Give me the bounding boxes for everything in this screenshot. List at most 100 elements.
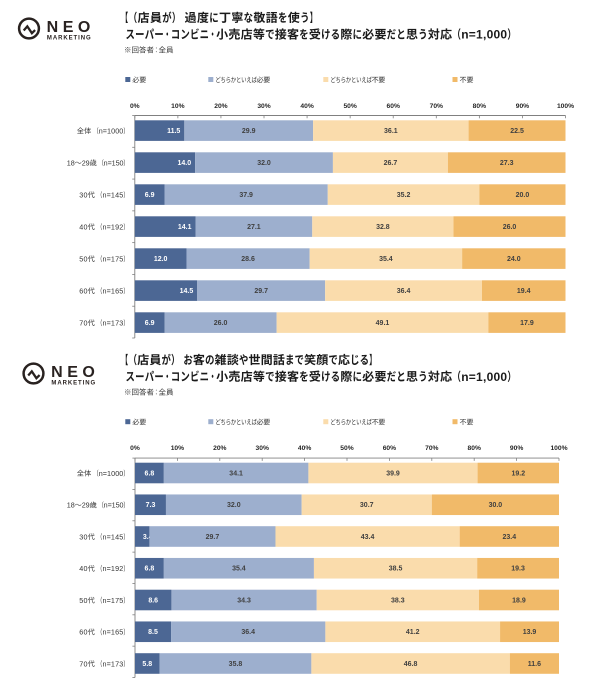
svg-text:20%: 20% [213,445,226,452]
svg-text:n=145: n=145 [102,190,123,199]
svg-text:34.1: 34.1 [229,470,243,477]
svg-text:6.9: 6.9 [145,192,155,199]
svg-text:13.9: 13.9 [523,629,537,636]
svg-text:28.6: 28.6 [241,256,255,263]
svg-text:20.0: 20.0 [516,192,530,199]
svg-text:23.4: 23.4 [503,534,517,541]
svg-text:38.5: 38.5 [389,566,403,573]
svg-text:50: 50 [79,596,87,605]
svg-text:35.4: 35.4 [379,256,393,263]
svg-text:19.2: 19.2 [511,470,525,477]
svg-text:29: 29 [82,501,90,510]
svg-text:40%: 40% [298,445,311,452]
svg-text:32.0: 32.0 [227,502,241,509]
svg-text:n=173: n=173 [102,659,123,668]
svg-text:70: 70 [79,659,87,668]
svg-text:30: 30 [79,190,87,199]
svg-text:18.9: 18.9 [512,597,526,604]
svg-text:80%: 80% [468,445,481,452]
svg-text:90%: 90% [510,445,523,452]
svg-text:14.0: 14.0 [177,160,191,167]
svg-text:50%: 50% [343,103,356,110]
svg-text:n=175: n=175 [102,254,123,263]
svg-text:24.0: 24.0 [507,256,521,263]
svg-text:n=1,000: n=1,000 [461,370,507,384]
svg-text:36.4: 36.4 [241,629,255,636]
svg-text:90%: 90% [516,103,529,110]
svg-text:17.9: 17.9 [520,320,534,327]
svg-text:36.4: 36.4 [397,288,411,295]
svg-text:19.3: 19.3 [511,566,525,573]
svg-text:60: 60 [79,286,87,295]
svg-text:8.5: 8.5 [148,629,158,636]
svg-text:19.4: 19.4 [517,288,531,295]
svg-text:37.9: 37.9 [239,192,253,199]
svg-text:70: 70 [79,318,87,327]
svg-text:n=150: n=150 [104,501,124,510]
svg-text:MARKETING: MARKETING [51,380,96,386]
svg-text:30%: 30% [256,445,269,452]
svg-text:27.3: 27.3 [500,160,514,167]
svg-text:30.7: 30.7 [360,502,374,509]
svg-text:22.5: 22.5 [510,128,524,135]
svg-text:n=175: n=175 [102,596,123,605]
svg-text:49.1: 49.1 [376,320,390,327]
svg-text:11.6: 11.6 [528,661,541,668]
svg-text:29.7: 29.7 [206,534,220,541]
svg-text:n=1000: n=1000 [99,469,124,478]
svg-text:27.1: 27.1 [247,224,261,231]
svg-text:43.4: 43.4 [361,534,375,541]
svg-text:26.0: 26.0 [214,320,228,327]
svg-text:6.8: 6.8 [145,566,155,573]
svg-text:32.8: 32.8 [376,224,390,231]
svg-text:n=173: n=173 [102,318,123,327]
svg-text:6.8: 6.8 [145,470,155,477]
svg-text:3.4: 3.4 [143,534,153,541]
svg-text:36.1: 36.1 [384,128,398,135]
svg-text:0%: 0% [130,103,140,110]
svg-text:34.3: 34.3 [237,597,251,604]
svg-text:29.9: 29.9 [242,128,256,135]
svg-text:n=165: n=165 [102,628,123,637]
svg-text:7.3: 7.3 [146,502,156,509]
svg-text:70%: 70% [425,445,438,452]
svg-text:70%: 70% [430,103,443,110]
svg-text:5.8: 5.8 [142,661,152,668]
svg-text:18: 18 [67,158,75,167]
svg-text:NEO: NEO [51,364,99,381]
svg-text:50%: 50% [340,445,353,452]
svg-text:n=1,000: n=1,000 [461,28,507,42]
svg-text:n=165: n=165 [102,286,123,295]
svg-text:10%: 10% [171,445,184,452]
svg-text:39.9: 39.9 [386,470,400,477]
svg-text:40: 40 [79,222,87,231]
svg-text:40%: 40% [300,103,313,110]
svg-text:14.5: 14.5 [180,288,194,295]
svg-text:26.7: 26.7 [384,160,398,167]
svg-text:8.6: 8.6 [148,597,158,604]
svg-text:41.2: 41.2 [406,629,420,636]
svg-text:n=192: n=192 [102,564,123,573]
svg-text:50: 50 [79,254,87,263]
svg-text:35.8: 35.8 [229,661,243,668]
svg-text:26.0: 26.0 [503,224,517,231]
svg-text:n=150: n=150 [104,158,124,167]
svg-text:29.7: 29.7 [254,288,268,295]
svg-text:30%: 30% [257,103,270,110]
svg-text:80%: 80% [473,103,486,110]
svg-text:32.0: 32.0 [257,160,271,167]
svg-text:29: 29 [82,158,90,167]
svg-text:40: 40 [79,564,87,573]
svg-text:n=192: n=192 [102,222,123,231]
svg-text:35.4: 35.4 [232,566,246,573]
svg-text:38.3: 38.3 [391,597,405,604]
svg-text:18: 18 [67,501,75,510]
svg-text:100%: 100% [550,445,567,452]
svg-text:100%: 100% [557,103,574,110]
svg-text:n=145: n=145 [102,532,123,541]
svg-text:NEO: NEO [47,19,95,36]
svg-text:10%: 10% [171,103,184,110]
svg-text:30: 30 [79,532,87,541]
svg-text:14.1: 14.1 [178,224,192,231]
svg-text:60%: 60% [387,103,400,110]
